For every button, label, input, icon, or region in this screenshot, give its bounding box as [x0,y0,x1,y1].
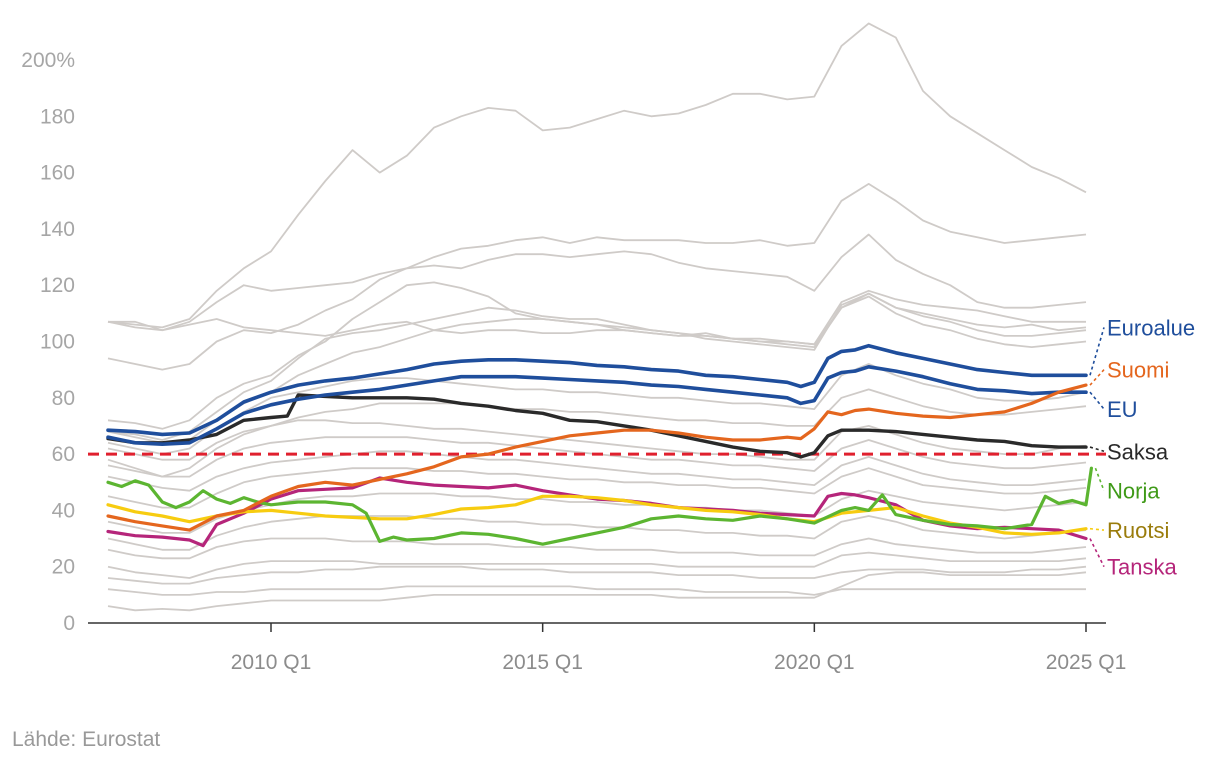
series-line-saksa [106,393,1088,459]
background-series-line-20 [107,571,1087,612]
y-tick-label-180: 180 [40,105,75,128]
y-tick-label-40: 40 [52,499,75,522]
series-line-eu [106,364,1088,447]
series-label-tanska: Tanska [1107,555,1177,580]
series-connector-ruotsi [1089,527,1105,531]
background-series-line-1 [107,22,1087,329]
series-line-euroalue [106,343,1088,437]
series-label-ruotsi: Ruotsi [1107,518,1169,543]
y-tick-label-200: 200% [21,49,75,72]
x-axis: 2010 Q1 2015 Q1 2020 Q1 2025 Q1 [231,623,1127,674]
series-connector-euroalue [1089,327,1105,376]
series-labels: Euroalue Suomi EU Saksa Norja Ruotsi Tanska [1089,315,1195,580]
background-series-line-18 [107,565,1087,585]
series-connector-norja [1094,467,1105,491]
background-series-line-8 [107,363,1087,456]
series-connector-suomi [1089,369,1105,386]
x-tick-label-2015-Q1: 2015 Q1 [502,651,583,674]
series-label-eu: EU [1107,397,1138,422]
series-line-norja [106,466,1094,546]
y-tick-label-20: 20 [52,556,75,579]
background-series-line-7 [108,289,1086,346]
series-label-suomi: Suomi [1107,358,1169,383]
y-tick-label-140: 140 [40,218,75,241]
background-series-line-10 [107,419,1087,461]
y-tick-label-80: 80 [52,387,75,410]
series-line-ruotsi [106,494,1088,536]
background-series-line-2 [107,182,1087,332]
series-connector-eu [1089,391,1105,410]
x-tick-label-2025-Q1: 2025 Q1 [1046,651,1127,674]
background-series-line-15 [107,515,1087,551]
background-series-line-3 [107,233,1087,371]
background-series-line-17 [107,551,1087,579]
highlighted-series-group [106,343,1094,548]
y-axis: 0 20 40 60 80 100 120 140 160 180 200% [21,49,75,635]
series-line-suomi [106,383,1088,532]
y-tick-label-60: 60 [52,443,75,466]
y-tick-label-0: 0 [63,612,75,635]
series-connector-tanska [1089,538,1105,568]
series-label-saksa: Saksa [1107,439,1169,464]
x-tick-label-2020-Q1: 2020 Q1 [774,651,855,674]
background-series-line-13 [107,467,1087,509]
background-series-line-19 [107,585,1086,596]
source-note: Lähde: Eurostat [12,728,161,751]
y-tick-label-160: 160 [40,162,75,185]
y-tick-label-100: 100 [40,331,75,354]
series-label-norja: Norja [1107,479,1160,504]
series-label-euroalue: Euroalue [1107,315,1195,340]
background-series-line-16 [107,537,1087,560]
background-series-line-12 [107,450,1087,492]
y-tick-label-120: 120 [40,274,75,297]
x-tick-label-2010-Q1: 2010 Q1 [231,651,312,674]
background-series-line-5 [107,292,1087,441]
series-connector-saksa [1089,446,1105,453]
